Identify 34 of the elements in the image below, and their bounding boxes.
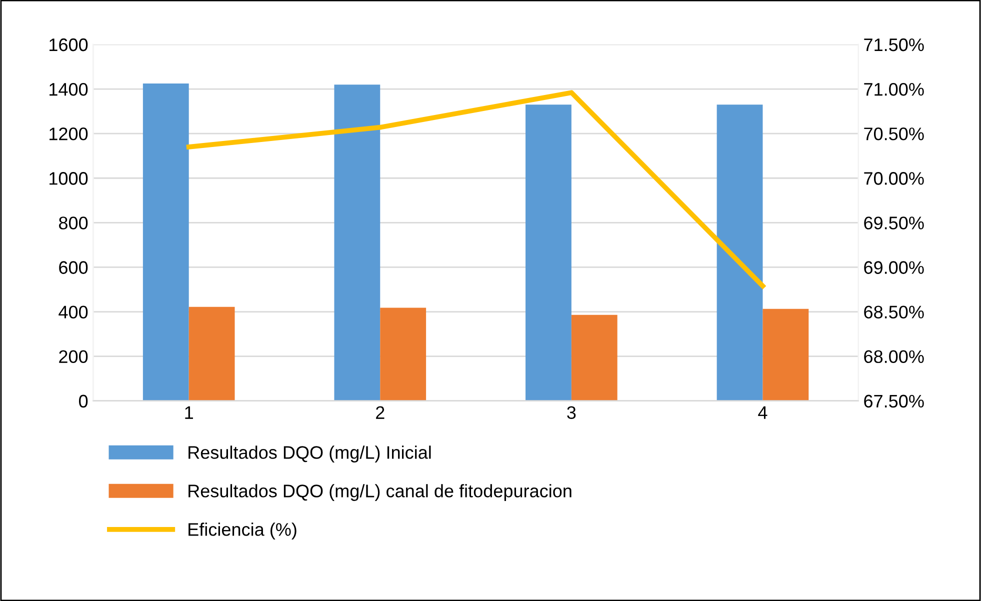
bar xyxy=(526,104,572,401)
line-series xyxy=(186,90,766,288)
y2-tick-label: 70.00% xyxy=(864,172,924,185)
y2-tick-label: 68.00% xyxy=(864,350,924,364)
y-tick-label: 600 xyxy=(59,261,88,274)
bar xyxy=(334,84,380,401)
x-tick-label: 3 xyxy=(567,406,576,419)
bar xyxy=(571,314,618,401)
y-tick-label: 1200 xyxy=(50,128,88,140)
y2-tick-label: 67.50% xyxy=(864,394,924,408)
bar xyxy=(142,83,189,401)
y2-tick-label: 71.50% xyxy=(864,38,924,52)
legend-label: Resultados DQO (mg/L) canal de fitodepuracion xyxy=(188,484,572,501)
y-tick-label: 1400 xyxy=(50,82,88,96)
y2-tick-label: 69.00% xyxy=(864,261,924,274)
legend-label: Resultados DQO (mg/L) Inicial xyxy=(188,446,431,462)
legend-label: Eficiencia (%) xyxy=(188,522,296,540)
y-tick-label: 1000 xyxy=(50,172,88,185)
y-tick-label: 1600 xyxy=(50,38,88,52)
x-tick-label: 4 xyxy=(758,406,768,419)
y2-tick-label: 70.50% xyxy=(864,128,924,140)
y-tick-label: 0 xyxy=(79,394,88,408)
bar xyxy=(762,308,809,401)
x-tick-label: 2 xyxy=(376,406,384,419)
y-tick-label: 200 xyxy=(59,350,88,364)
bar xyxy=(380,308,426,401)
y2-tick-label: 69.50% xyxy=(864,216,924,230)
y2-tick-label: 68.50% xyxy=(864,306,924,318)
y-tick-label: 400 xyxy=(58,306,88,318)
bar xyxy=(188,306,235,401)
bar xyxy=(716,104,763,401)
y2-tick-label: 71.00% xyxy=(864,82,924,96)
x-tick-label: 1 xyxy=(185,406,193,419)
y-tick-label: 800 xyxy=(58,216,88,230)
